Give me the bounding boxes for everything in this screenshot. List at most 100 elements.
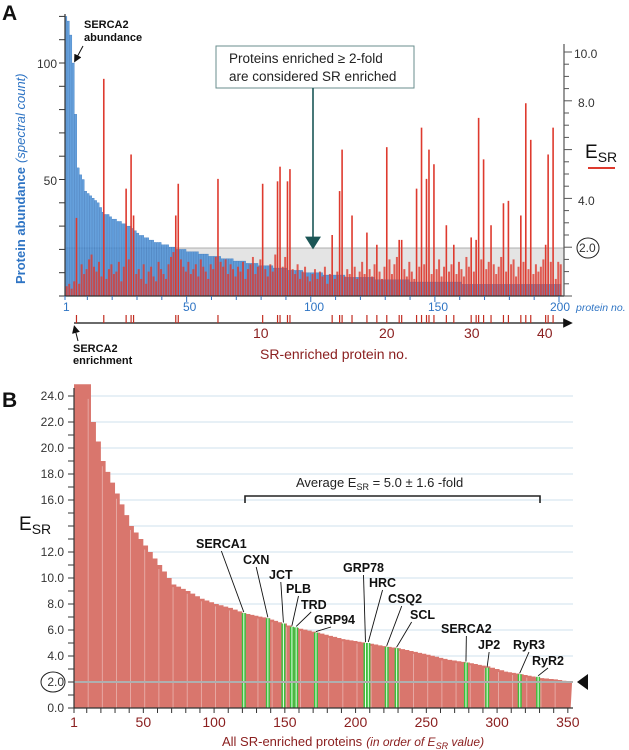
esr-bar — [212, 269, 215, 296]
esr-bar — [371, 276, 374, 296]
esr-bar — [167, 264, 170, 296]
esr-bar — [532, 274, 535, 296]
callout-box — [215, 45, 415, 89]
y2-tick-8: 8.0 — [578, 96, 595, 110]
esr-bar — [80, 264, 83, 296]
esr-bar — [398, 239, 400, 296]
esr-bar — [440, 276, 443, 296]
y-tick-label-b: 18.0 — [41, 467, 65, 481]
esr-bar — [554, 278, 557, 296]
esr-bar — [445, 225, 448, 296]
esr-bar — [544, 244, 547, 296]
protein-label-leader — [255, 566, 269, 618]
esr-bar — [70, 288, 73, 296]
esr-bar — [462, 276, 465, 296]
esr-bar — [256, 266, 259, 296]
esr-bar — [480, 259, 483, 296]
x-tick-label-b: 1 — [70, 714, 78, 730]
esr-bar — [343, 276, 346, 296]
y2-axis-label: ESR — [585, 142, 617, 165]
esr-bar — [246, 269, 249, 296]
esr-bar — [222, 266, 225, 296]
esr-bar — [219, 261, 222, 296]
esr-bar — [309, 281, 312, 296]
esr-bar — [112, 274, 115, 296]
esr-bar — [165, 278, 168, 296]
protein-label-grp78: GRP78 — [343, 561, 384, 575]
threshold-circle-b — [40, 671, 66, 693]
esr-bar — [313, 269, 316, 296]
esr-bar — [182, 266, 185, 296]
esr-bar — [433, 164, 435, 296]
protein-label-leader — [519, 651, 530, 674]
protein-label-trd: TRD — [301, 598, 327, 612]
esr-bar — [502, 203, 505, 296]
esr-bar — [259, 259, 262, 296]
esr-bar — [95, 271, 98, 296]
protein-label-ryr2: RyR2 — [532, 654, 564, 668]
esr-bar — [152, 276, 155, 296]
protein-label-leader — [486, 651, 490, 667]
esr-bar — [239, 271, 242, 296]
esr-bar — [381, 278, 383, 296]
esr-bar — [527, 269, 530, 296]
esr-bar — [348, 274, 351, 296]
esr-bar — [517, 266, 520, 296]
x-tick-label-b: 50 — [136, 714, 152, 730]
esr-bar — [524, 103, 527, 297]
esr-bar — [450, 264, 453, 296]
bars-a — [64, 16, 562, 297]
esr-bar — [85, 269, 88, 296]
y-tick-label-b: 0.0 — [47, 701, 64, 715]
y-tick-label-b: 10.0 — [41, 571, 65, 585]
protein-label-jct: JCT — [269, 568, 293, 582]
esr-bar — [120, 281, 123, 296]
y-tick-label-b: 2.0 — [47, 675, 64, 689]
esr-bar — [286, 181, 289, 296]
esr-bar — [160, 269, 163, 296]
protein-label-leader — [537, 667, 549, 677]
esr-bar — [202, 266, 205, 296]
esr-bar — [333, 278, 336, 296]
esr-bar — [460, 269, 463, 296]
esr-bar — [115, 271, 118, 296]
esr-bar — [177, 183, 180, 296]
serca2-enrichment-annotation: SERCA2 enrichment — [73, 343, 133, 367]
esr-bar — [400, 239, 403, 296]
average-label: Average ESR = 5.0 ± 1.6 -fold — [296, 475, 463, 492]
esr-bar — [475, 239, 477, 296]
esr-bar — [405, 276, 408, 296]
esr-bar — [373, 264, 376, 296]
esr-bar — [534, 264, 537, 296]
y-tick-label-b: 16.0 — [41, 493, 65, 507]
esr-bar — [368, 269, 371, 296]
x-tick-1: 1 — [63, 300, 70, 314]
esr-bar — [376, 244, 378, 296]
esr-bar — [448, 271, 451, 296]
esr-bar — [88, 259, 91, 296]
esr-bar — [336, 271, 339, 296]
esr-bar — [244, 278, 247, 296]
esr-bar — [249, 264, 252, 296]
abundance-bar — [67, 20, 70, 297]
x2-tick-20: 20 — [379, 325, 395, 341]
esr-bar — [539, 266, 542, 296]
esr-bar — [65, 286, 68, 296]
esr-bar — [110, 264, 113, 296]
esr-bar — [170, 256, 172, 296]
esr-bar — [301, 271, 304, 296]
x-tick-100: 100 — [304, 300, 324, 314]
esr-bar — [492, 264, 495, 296]
esr-bar — [341, 149, 343, 296]
esr-bar — [269, 264, 272, 296]
serca2-abundance-annotation: SERCA2 abundance — [84, 19, 142, 44]
protein-label-ryr3: RyR3 — [513, 638, 545, 652]
esr-bar — [443, 266, 446, 296]
esr-bar — [73, 281, 76, 296]
esr-bar — [150, 266, 153, 296]
esr-bar — [137, 269, 140, 296]
esr-bar — [194, 264, 197, 296]
y-tick-label-b: 22.0 — [41, 415, 65, 429]
y-axis-label: Protein abundance(spectral count) — [13, 73, 28, 284]
